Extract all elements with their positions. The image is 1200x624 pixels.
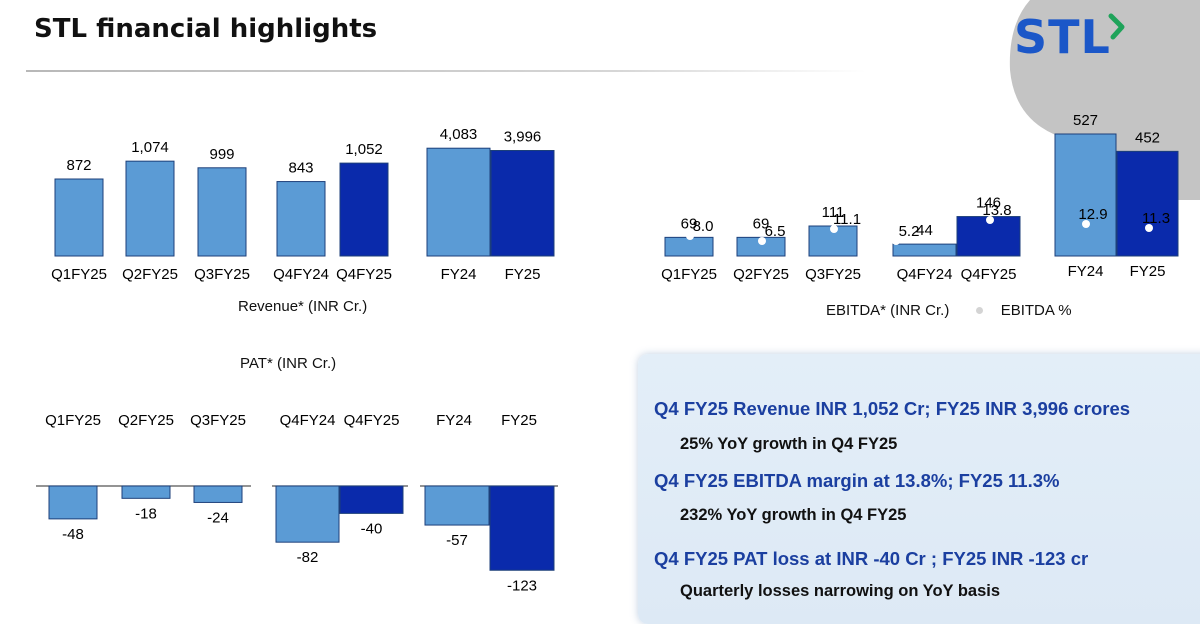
stl-logo: STL: [960, 0, 1200, 201]
ebitda-legend: EBITDA* (INR Cr.) EBITDA %: [826, 302, 1072, 319]
revenue-bar-q4fy24: [276, 181, 326, 257]
highlight-pat-detail: Quarterly losses narrowing on YoY basis: [680, 582, 1001, 600]
financial-charts: 872 Q1FY25 1,074 Q2FY25 999 Q3FY25 843 Q4FY24 1,…: [36, 112, 1179, 594]
highlight-pat-heading: Q4 FY25 PAT loss at INR -40 Cr ; FY25 IN…: [654, 548, 1089, 569]
pat-bar-fy25: [489, 485, 555, 571]
legend-dot-ebitda-percent: [975, 306, 983, 314]
pat-bar-q4fy24: [275, 485, 340, 543]
ebitda-margin-dot-q4fy24: [892, 237, 900, 245]
highlight-ebitda-heading: Q4 FY25 EBITDA margin at 13.8%; FY25 11.…: [654, 470, 1060, 491]
ebitda-value-label-q4fy25: 146: [976, 195, 1001, 212]
pat-bar-q2fy25: [121, 485, 171, 499]
pat-x-tick-q4fy25: Q4FY25: [344, 412, 400, 429]
pat-value-label-q4fy24: -82: [297, 549, 319, 566]
revenue-x-tick-q4fy25: Q4FY25: [336, 266, 392, 283]
pat-x-tick-fy25: FY25: [501, 412, 537, 429]
ebitda-margin-label-q4fy24: 5.2: [899, 223, 920, 240]
revenue-x-tick-q3fy25: Q3FY25: [194, 266, 250, 283]
revenue-value-label-q4fy25: 1,052: [345, 141, 383, 158]
ebitda-margin-label-q4fy25: 13.8: [982, 202, 1011, 219]
ebitda-x-tick-q4fy25: Q4FY25: [961, 266, 1017, 283]
ebitda-margin-label-q1fy25: 8.0: [693, 218, 714, 235]
ebitda-margin-dot-fy25: [1145, 224, 1153, 232]
ebitda-bar-q1fy25: [664, 236, 714, 257]
revenue-bar-q3fy25: [197, 167, 247, 257]
ebitda-margin-dot-q2fy25: [758, 237, 766, 245]
pat-x-tick-q1fy25: Q1FY25: [45, 412, 101, 429]
highlight-revenue-heading: Q4 FY25 Revenue INR 1,052 Cr; FY25 INR 3…: [654, 398, 1131, 419]
revenue-x-tick-fy24: FY24: [441, 266, 477, 283]
highlights-callout: Q4 FY25 Revenue INR 1,052 Cr; FY25 INR 3…: [638, 354, 1200, 624]
highlight-ebitda-detail: 232% YoY growth in Q4 FY25: [680, 506, 907, 524]
pat-x-tick-q4fy24: Q4FY24: [280, 412, 336, 429]
ebitda-value-label-q1fy25: 69: [681, 215, 698, 232]
revenue-value-label-fy25: 3,996: [504, 129, 542, 146]
revenue-value-label-q2fy25: 1,074: [131, 139, 169, 156]
pat-x-tick-q3fy25: Q3FY25: [190, 412, 246, 429]
revenue-x-tick-fy25: FY25: [505, 266, 541, 283]
pat-x-tick-q2fy25: Q2FY25: [118, 412, 174, 429]
pat-bar-q3fy25: [193, 485, 243, 503]
logo-text: STL: [1014, 10, 1111, 64]
revenue-bar-q1fy25: [54, 178, 104, 257]
logo-backdrop-shape: [1009, 0, 1200, 201]
pat-x-tick-fy24: FY24: [436, 412, 472, 429]
revenue-x-tick-q2fy25: Q2FY25: [122, 266, 178, 283]
pat-chart-title: PAT* (INR Cr.): [240, 355, 337, 372]
ebitda-margin-dot-q4fy25: [986, 216, 994, 224]
ebitda-margin-label-q3fy25: 11.1: [833, 211, 861, 228]
pat-value-label-q4fy25: -40: [361, 520, 383, 537]
ebitda-margin-label-q2fy25: 6.5: [765, 223, 786, 240]
ebitda-x-tick-q4fy24: Q4FY24: [897, 266, 953, 283]
ebitda-x-tick-q2fy25: Q2FY25: [733, 266, 789, 283]
revenue-value-label-q3fy25: 999: [209, 146, 234, 163]
revenue-value-label-fy24: 4,083: [440, 126, 478, 143]
pat-bar-fy24: [424, 485, 490, 526]
ebitda-value-label-q4fy24: 44: [916, 222, 933, 239]
revenue-x-tick-q1fy25: Q1FY25: [51, 266, 107, 283]
pat-value-label-q3fy25: -24: [207, 509, 229, 526]
ebitda-x-tick-q3fy25: Q3FY25: [805, 266, 861, 283]
ebitda-value-label-q3fy25: 111: [822, 204, 845, 221]
title-divider: [26, 70, 866, 72]
ebitda-margin-label-fy24: 12.9: [1078, 206, 1107, 223]
pat-value-label-fy25: -123: [507, 577, 537, 594]
pat-bar-q1fy25: [48, 485, 98, 520]
revenue-x-tick-q4fy24: Q4FY24: [273, 266, 329, 283]
ebitda-x-tick-fy24: FY24: [1068, 263, 1104, 280]
page-title: STL financial highlights: [34, 14, 378, 44]
ebitda-x-tick-fy25: FY25: [1130, 263, 1166, 280]
highlight-revenue-detail: 25% YoY growth in Q4 FY25: [680, 435, 898, 453]
revenue-bar-fy25: [490, 150, 555, 257]
revenue-bar-q4fy25: [339, 162, 389, 257]
ebitda-value-label-q2fy25: 69: [753, 215, 770, 232]
ebitda-value-label-fy25: 452: [1135, 129, 1160, 146]
revenue-value-label-q4fy24: 843: [288, 160, 313, 177]
ebitda-bar-q4fy24: [892, 243, 957, 257]
pat-value-label-fy24: -57: [446, 532, 468, 549]
legend-item-ebitda: EBITDA* (INR Cr.): [826, 302, 950, 319]
ebitda-value-label-fy24: 527: [1073, 112, 1098, 129]
revenue-value-label-q1fy25: 872: [66, 157, 91, 174]
ebitda-margin-dot-q1fy25: [686, 232, 694, 240]
ebitda-x-tick-q1fy25: Q1FY25: [661, 266, 717, 283]
pat-bar-q4fy25: [339, 485, 404, 514]
pat-value-label-q2fy25: -18: [135, 505, 157, 522]
revenue-bar-q2fy25: [125, 160, 175, 257]
revenue-bar-fy24: [426, 147, 491, 257]
legend-item-ebitda-percent: EBITDA %: [1000, 302, 1072, 319]
logo-accent-mark: [1108, 13, 1125, 40]
ebitda-margin-dot-fy24: [1082, 220, 1090, 228]
ebitda-bar-fy25: [1116, 150, 1179, 257]
pat-value-label-q1fy25: -48: [62, 526, 84, 543]
revenue-chart-caption: Revenue* (INR Cr.): [238, 298, 368, 315]
ebitda-bar-fy24: [1054, 133, 1117, 257]
ebitda-margin-label-fy25: 11.3: [1142, 210, 1170, 227]
ebitda-margin-dot-q3fy25: [830, 225, 838, 233]
